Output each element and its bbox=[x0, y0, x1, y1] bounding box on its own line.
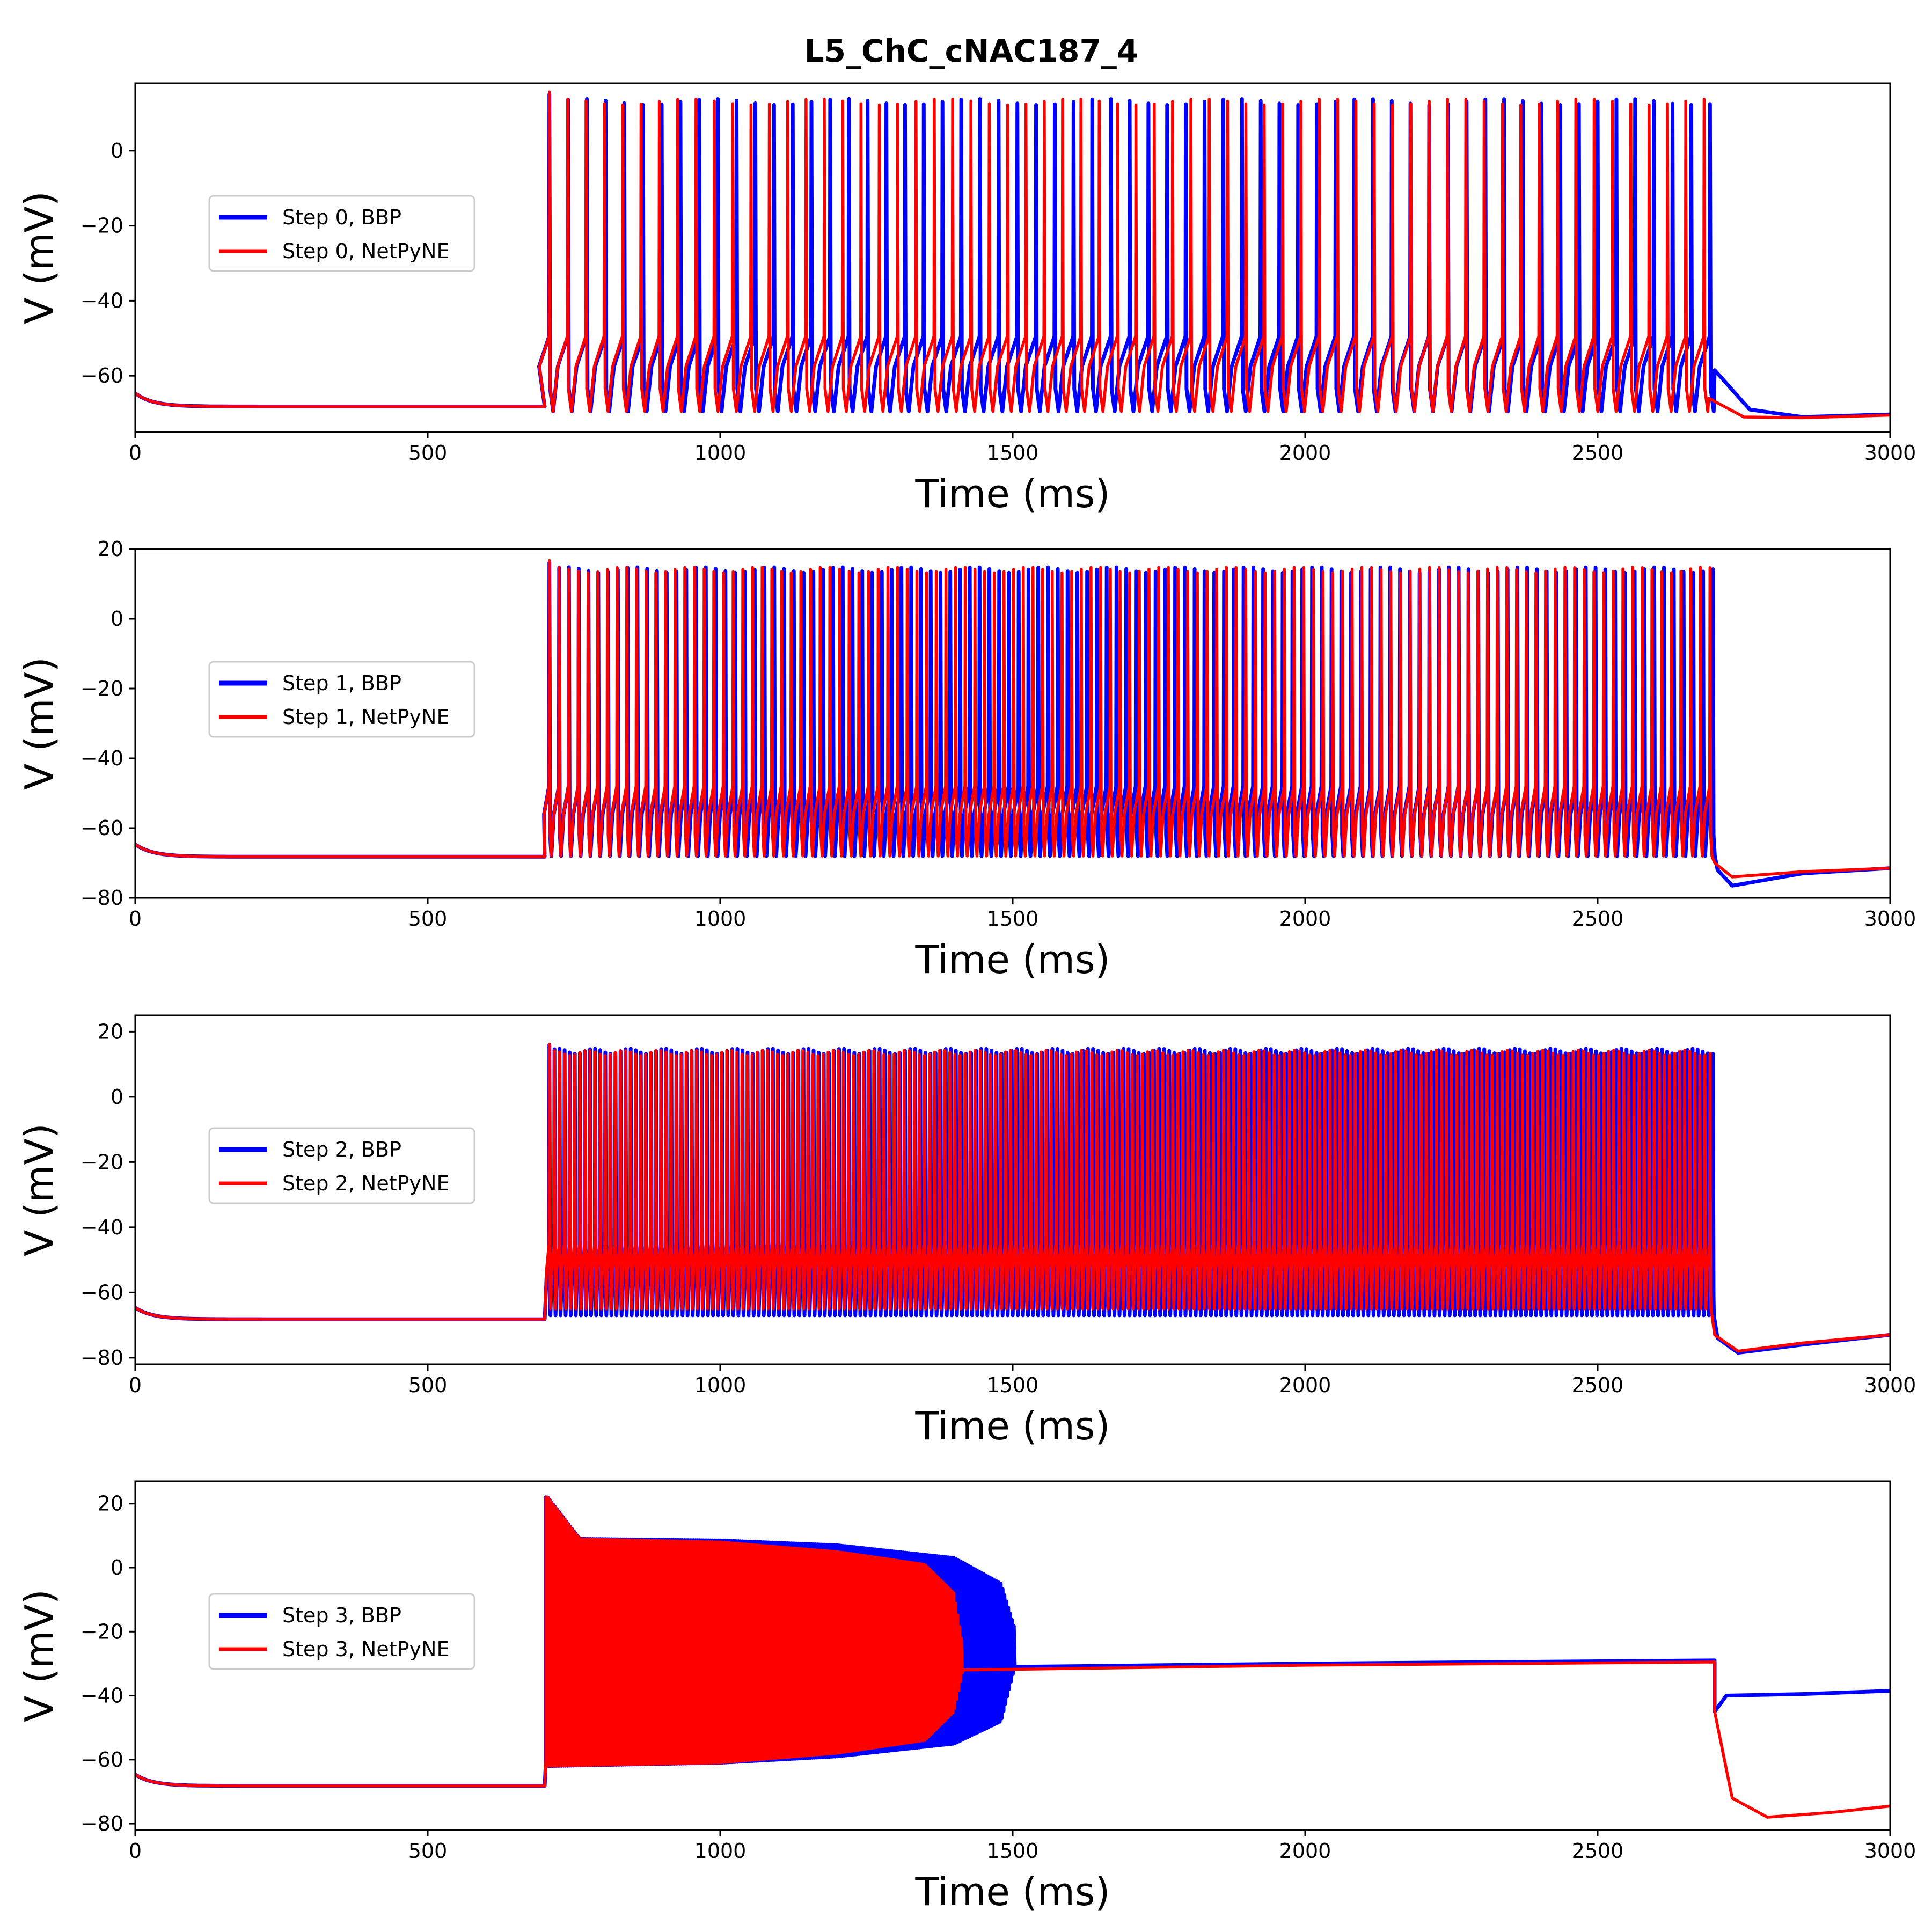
x-tick-label: 3000 bbox=[1864, 1839, 1916, 1863]
x-axis-label: Time (ms) bbox=[915, 1403, 1110, 1448]
x-axis-label: Time (ms) bbox=[915, 937, 1110, 982]
legend: Step 1, BBP Step 1, NetPyNE bbox=[208, 661, 475, 738]
y-axis-label: V (mV) bbox=[17, 657, 62, 790]
legend-label-netpyne: Step 3, NetPyNE bbox=[282, 1637, 449, 1661]
y-tick-label: −80 bbox=[80, 1346, 123, 1370]
y-tick-label: −60 bbox=[80, 1280, 123, 1304]
y-tick-label: −40 bbox=[80, 1684, 123, 1708]
x-tick-label: 0 bbox=[129, 441, 142, 465]
legend-frame bbox=[208, 1127, 475, 1204]
series-trace-netpyne bbox=[135, 559, 1890, 879]
x-tick-label: 500 bbox=[408, 907, 448, 931]
series-trace-netpyne bbox=[135, 90, 1890, 420]
panel-3: 0 500 1000 1500 2000 2500 3000 −80 −60 −40 −20 0 20 T… bbox=[17, 1480, 1916, 1914]
y-tick-label: 0 bbox=[111, 1556, 123, 1579]
x-tick-label: 1500 bbox=[987, 1373, 1039, 1397]
x-axis-label: Time (ms) bbox=[915, 1869, 1110, 1914]
legend-label-netpyne: Step 0, NetPyNE bbox=[282, 239, 449, 263]
x-tick-label: 3000 bbox=[1864, 1373, 1916, 1397]
y-tick-label: −60 bbox=[80, 816, 123, 840]
plot-area bbox=[135, 90, 1890, 420]
panel-2: 0 500 1000 1500 2000 2500 3000 −80 −60 −40 −20 0 20 T… bbox=[17, 1014, 1916, 1448]
plot-area bbox=[135, 559, 1890, 888]
plot-area bbox=[135, 1042, 1890, 1355]
x-tick-label: 2500 bbox=[1572, 441, 1624, 465]
series-envelope-netpyne bbox=[547, 1497, 963, 1766]
x-tick-label: 1000 bbox=[694, 907, 747, 931]
figure-title: L5_ChC_cNAC187_4 bbox=[804, 33, 1139, 69]
x-tick-label: 0 bbox=[129, 1839, 142, 1863]
y-tick-label: −60 bbox=[80, 1748, 123, 1772]
x-tick-label: 3000 bbox=[1864, 907, 1916, 931]
series-trace-netpyne bbox=[135, 1042, 1890, 1353]
panel-1: 0 500 1000 1500 2000 2500 3000 −80 −60 −40 −20 0 20 T… bbox=[17, 537, 1916, 982]
legend-label-bbp: Step 0, BBP bbox=[282, 206, 401, 229]
panel-0: 0 500 1000 1500 2000 2500 3000 −60 −40 −20 0 Time (… bbox=[17, 82, 1916, 516]
x-tick-label: 2500 bbox=[1572, 907, 1624, 931]
y-axis-label: V (mV) bbox=[17, 1123, 62, 1256]
y-tick-label: 0 bbox=[111, 139, 123, 163]
y-tick-label: −80 bbox=[80, 886, 123, 910]
x-tick-label: 2000 bbox=[1279, 441, 1331, 465]
y-tick-label: 20 bbox=[98, 537, 123, 561]
x-tick-label: 1000 bbox=[694, 1839, 747, 1863]
y-tick-label: −40 bbox=[80, 289, 123, 312]
x-tick-label: 2500 bbox=[1572, 1839, 1624, 1863]
y-tick-label: −60 bbox=[80, 364, 123, 387]
y-axis-label: V (mV) bbox=[17, 191, 62, 324]
y-tick-label: −20 bbox=[80, 677, 123, 700]
x-tick-label: 500 bbox=[408, 441, 448, 465]
x-tick-label: 2000 bbox=[1279, 907, 1331, 931]
y-tick-label: 20 bbox=[98, 1492, 123, 1516]
y-tick-label: −20 bbox=[80, 214, 123, 238]
y-tick-label: 0 bbox=[111, 607, 123, 631]
x-tick-label: 500 bbox=[408, 1839, 448, 1863]
y-tick-label: −40 bbox=[80, 747, 123, 770]
legend-label-bbp: Step 3, BBP bbox=[282, 1604, 401, 1627]
y-tick-label: 20 bbox=[98, 1020, 123, 1043]
x-tick-label: 3000 bbox=[1864, 441, 1916, 465]
plot-area bbox=[135, 1495, 1890, 1819]
legend-label-netpyne: Step 2, NetPyNE bbox=[282, 1172, 449, 1195]
y-tick-label: −80 bbox=[80, 1812, 123, 1835]
x-tick-label: 1500 bbox=[987, 441, 1039, 465]
y-tick-label: −20 bbox=[80, 1620, 123, 1643]
legend: Step 2, BBP Step 2, NetPyNE bbox=[208, 1127, 475, 1204]
x-tick-label: 1000 bbox=[694, 441, 747, 465]
x-tick-label: 0 bbox=[129, 907, 142, 931]
x-tick-label: 1500 bbox=[987, 907, 1039, 931]
x-tick-label: 2000 bbox=[1279, 1373, 1331, 1397]
x-tick-label: 1500 bbox=[987, 1839, 1039, 1863]
x-tick-label: 500 bbox=[408, 1373, 448, 1397]
y-tick-label: −40 bbox=[80, 1216, 123, 1239]
legend-frame bbox=[208, 195, 475, 272]
x-tick-label: 2000 bbox=[1279, 1839, 1331, 1863]
x-tick-label: 0 bbox=[129, 1373, 142, 1397]
y-tick-label: 0 bbox=[111, 1085, 123, 1109]
legend: Step 0, BBP Step 0, NetPyNE bbox=[208, 195, 475, 272]
legend-label-bbp: Step 1, BBP bbox=[282, 671, 401, 695]
legend-label-netpyne: Step 1, NetPyNE bbox=[282, 705, 449, 729]
y-axis-label: V (mV) bbox=[17, 1589, 62, 1722]
legend: Step 3, BBP Step 3, NetPyNE bbox=[208, 1593, 475, 1670]
legend-frame bbox=[208, 661, 475, 738]
x-axis-label: Time (ms) bbox=[915, 471, 1110, 516]
legend-frame bbox=[208, 1593, 475, 1670]
x-tick-label: 1000 bbox=[694, 1373, 747, 1397]
x-tick-label: 2500 bbox=[1572, 1373, 1624, 1397]
legend-label-bbp: Step 2, BBP bbox=[282, 1138, 401, 1161]
y-tick-label: −20 bbox=[80, 1150, 123, 1174]
